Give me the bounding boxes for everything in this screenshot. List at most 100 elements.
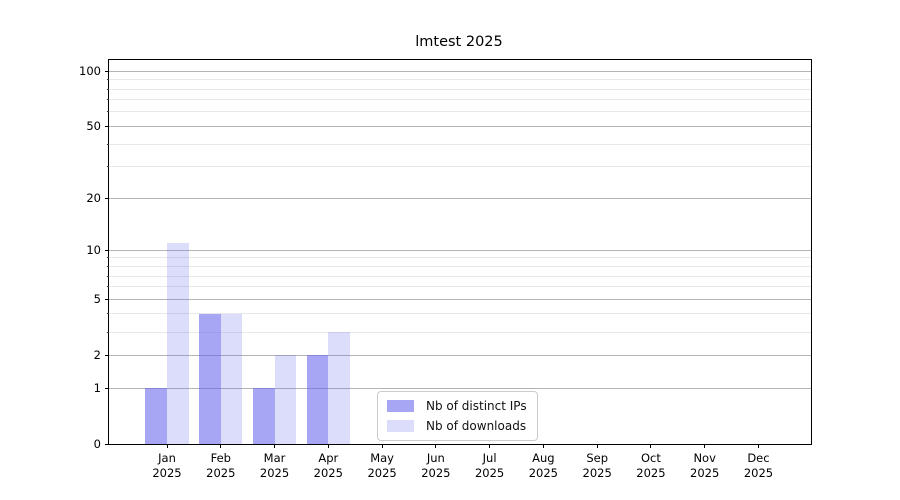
y-tick-label: 5 bbox=[93, 292, 101, 307]
y-tick bbox=[105, 197, 109, 199]
x-tick-year: 2025 bbox=[474, 466, 505, 480]
x-tick bbox=[542, 444, 544, 448]
y-minor-tick bbox=[107, 88, 109, 90]
x-tick-month: Jan bbox=[158, 451, 176, 465]
y-tick bbox=[105, 354, 109, 356]
y-tick bbox=[105, 249, 109, 251]
x-tick-year: 2025 bbox=[259, 466, 290, 480]
x-tick-label: Jul 2025 bbox=[458, 451, 522, 481]
legend-row: Nb of distinct IPs bbox=[387, 396, 527, 416]
y-minor-tick bbox=[107, 266, 109, 267]
bar-jan-downloads bbox=[167, 243, 189, 444]
x-tick bbox=[489, 444, 491, 448]
minor-gridline bbox=[109, 286, 811, 288]
y-minor-tick bbox=[107, 143, 109, 145]
y-minor-tick bbox=[107, 275, 109, 277]
x-tick-month: Apr bbox=[318, 451, 339, 465]
y-tick bbox=[105, 387, 109, 389]
minor-gridline bbox=[109, 111, 811, 113]
bar-feb-downloads bbox=[220, 313, 243, 444]
x-tick bbox=[220, 444, 222, 448]
x-tick-label: Sep 2025 bbox=[565, 451, 629, 481]
x-tick-month: Dec bbox=[747, 451, 770, 465]
y-minor-tick bbox=[107, 111, 109, 113]
y-tick-label: 0 bbox=[93, 437, 101, 451]
y-tick bbox=[105, 443, 109, 445]
x-tick-label: Aug 2025 bbox=[511, 451, 575, 481]
major-gridline bbox=[109, 298, 811, 300]
x-tick-month: Oct bbox=[640, 451, 661, 465]
minor-gridline bbox=[109, 257, 811, 259]
minor-gridline bbox=[109, 331, 811, 333]
legend: Nb of distinct IPs Nb of downloads bbox=[377, 391, 538, 441]
y-tick-label: 100 bbox=[79, 64, 101, 79]
y-minor-tick bbox=[107, 331, 109, 333]
bar-feb-distinct-ips bbox=[199, 313, 221, 444]
x-tick-year: 2025 bbox=[528, 466, 559, 480]
x-tick-month: Feb bbox=[210, 451, 231, 465]
x-tick-month: Sep bbox=[586, 451, 608, 465]
y-tick-label: 1 bbox=[93, 381, 101, 395]
x-tick bbox=[327, 444, 329, 448]
y-tick bbox=[105, 125, 109, 127]
x-tick bbox=[166, 444, 168, 448]
x-tick-month: Nov bbox=[693, 451, 716, 465]
x-tick bbox=[596, 444, 598, 448]
major-gridline bbox=[109, 249, 811, 251]
x-tick-label: Feb 2025 bbox=[189, 451, 253, 481]
x-tick-year: 2025 bbox=[206, 466, 236, 480]
major-gridline bbox=[109, 70, 811, 72]
x-tick-label: Mar 2025 bbox=[243, 451, 307, 481]
x-tick bbox=[381, 444, 383, 448]
x-tick-year: 2025 bbox=[313, 466, 343, 480]
legend-label-distinct-ips: Nb of distinct IPs bbox=[426, 399, 527, 413]
bar-mar-downloads bbox=[274, 355, 297, 444]
bar-jan-distinct-ips bbox=[145, 388, 167, 444]
x-tick-year: 2025 bbox=[152, 466, 182, 480]
x-tick-month: Jul bbox=[482, 451, 497, 465]
x-tick bbox=[650, 444, 652, 448]
legend-swatch-distinct-ips bbox=[387, 400, 414, 412]
minor-gridline bbox=[109, 79, 811, 81]
legend-label-downloads: Nb of downloads bbox=[426, 419, 527, 433]
bar-apr-distinct-ips bbox=[306, 355, 329, 444]
major-gridline bbox=[109, 387, 811, 389]
minor-gridline bbox=[109, 275, 811, 277]
y-tick-label: 10 bbox=[86, 243, 101, 258]
minor-gridline bbox=[109, 99, 811, 101]
bar-apr-downloads bbox=[328, 332, 350, 444]
legend-row: Nb of downloads bbox=[387, 416, 527, 436]
x-tick bbox=[435, 444, 437, 448]
x-tick-year: 2025 bbox=[743, 466, 774, 480]
x-tick-month: Jun bbox=[426, 451, 445, 465]
y-minor-tick bbox=[107, 286, 109, 288]
x-tick bbox=[274, 444, 276, 448]
x-tick-label: Oct 2025 bbox=[619, 451, 683, 481]
x-tick-label: May 2025 bbox=[350, 451, 414, 481]
x-tick-year: 2025 bbox=[690, 466, 720, 480]
major-gridline bbox=[109, 197, 811, 199]
x-tick-label: Jun 2025 bbox=[404, 451, 468, 481]
x-tick-year: 2025 bbox=[636, 466, 666, 480]
minor-gridline bbox=[109, 313, 811, 315]
y-tick-label: 20 bbox=[86, 191, 101, 206]
y-tick-label: 50 bbox=[86, 119, 101, 134]
x-tick-month: May bbox=[370, 451, 394, 465]
y-tick bbox=[105, 298, 109, 300]
x-tick bbox=[757, 444, 759, 448]
x-tick-label: Jan 2025 bbox=[135, 451, 199, 481]
bar-mar-distinct-ips bbox=[252, 388, 275, 444]
minor-gridline bbox=[109, 166, 811, 168]
major-gridline bbox=[109, 354, 811, 356]
y-minor-tick bbox=[107, 79, 109, 81]
x-tick-label: Dec 2025 bbox=[726, 451, 790, 481]
x-tick-label: Nov 2025 bbox=[673, 451, 737, 481]
minor-gridline bbox=[109, 88, 811, 90]
x-tick-year: 2025 bbox=[421, 466, 451, 480]
y-tick bbox=[105, 70, 109, 72]
chart-title: lmtest 2025 bbox=[415, 34, 503, 50]
plot-area: 0 1 2 5 10 20 50 100 Jan 2025 Feb 2025 Mar 2025 Apr 202… bbox=[79, 59, 812, 480]
y-minor-tick bbox=[107, 166, 109, 168]
major-gridline bbox=[109, 125, 811, 127]
